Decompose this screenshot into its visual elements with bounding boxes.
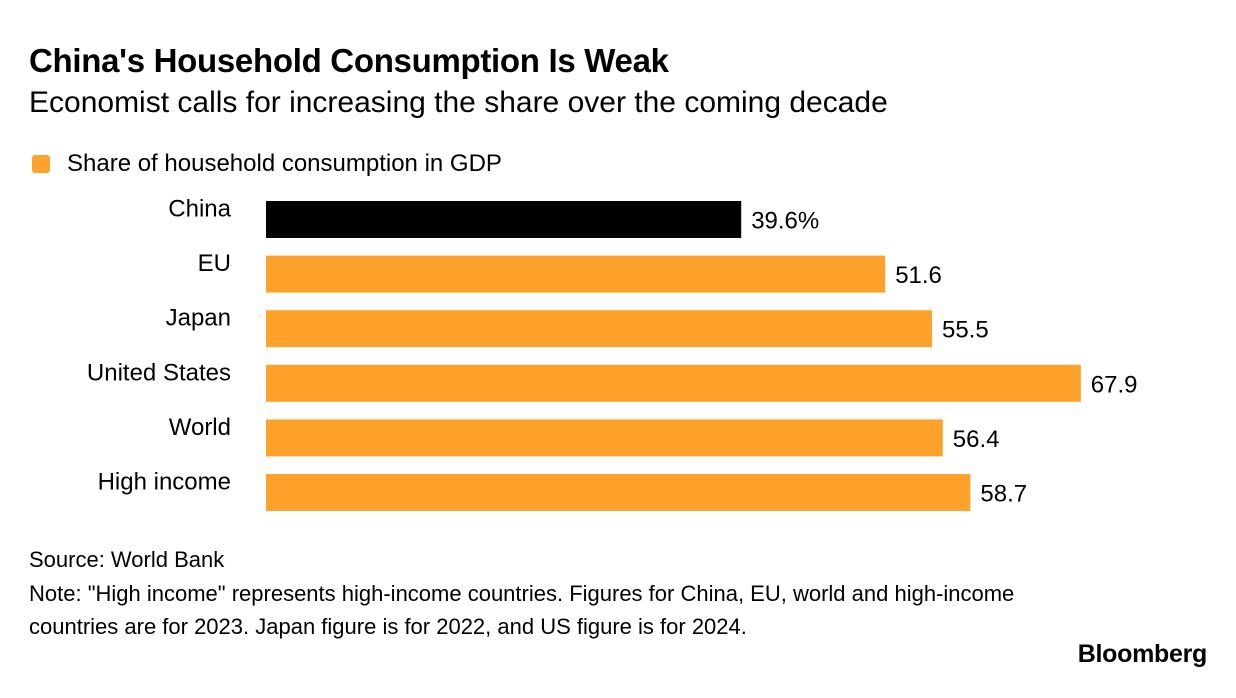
value-label: 58.7 <box>980 481 1027 508</box>
value-label: 51.6 <box>895 262 942 289</box>
legend-swatch <box>32 155 50 173</box>
category-label: Japan <box>166 305 231 332</box>
legend-label: Share of household consumption in GDP <box>67 150 502 177</box>
bar <box>266 364 1081 402</box>
value-label: 39.6% <box>751 208 819 235</box>
chart-subtitle: Economist calls for increasing the share… <box>29 86 888 119</box>
value-label: 67.9 <box>1091 371 1138 398</box>
bar <box>266 310 932 348</box>
bar-chart: China 39.6% EU 51.6 Japan 55.5 United States 67… <box>87 196 1138 511</box>
chart-title: China's Household Consumption Is Weak <box>29 42 669 79</box>
category-label: High income <box>98 469 231 496</box>
source-note: Source: World Bank <box>29 547 225 572</box>
bar <box>266 255 886 293</box>
category-label: World <box>169 414 231 441</box>
bar <box>266 201 742 238</box>
category-label: China <box>168 196 231 223</box>
value-label: 55.5 <box>942 317 989 344</box>
bar <box>266 419 943 457</box>
bar <box>266 474 971 511</box>
category-label: EU <box>198 250 231 277</box>
category-label: United States <box>87 359 231 386</box>
footnote: Note: "High income" represents high-inco… <box>29 581 1015 639</box>
legend: Share of household consumption in GDP <box>32 150 502 178</box>
bloomberg-logo: Bloomberg <box>1077 640 1208 668</box>
value-label: 56.4 <box>953 426 1000 453</box>
